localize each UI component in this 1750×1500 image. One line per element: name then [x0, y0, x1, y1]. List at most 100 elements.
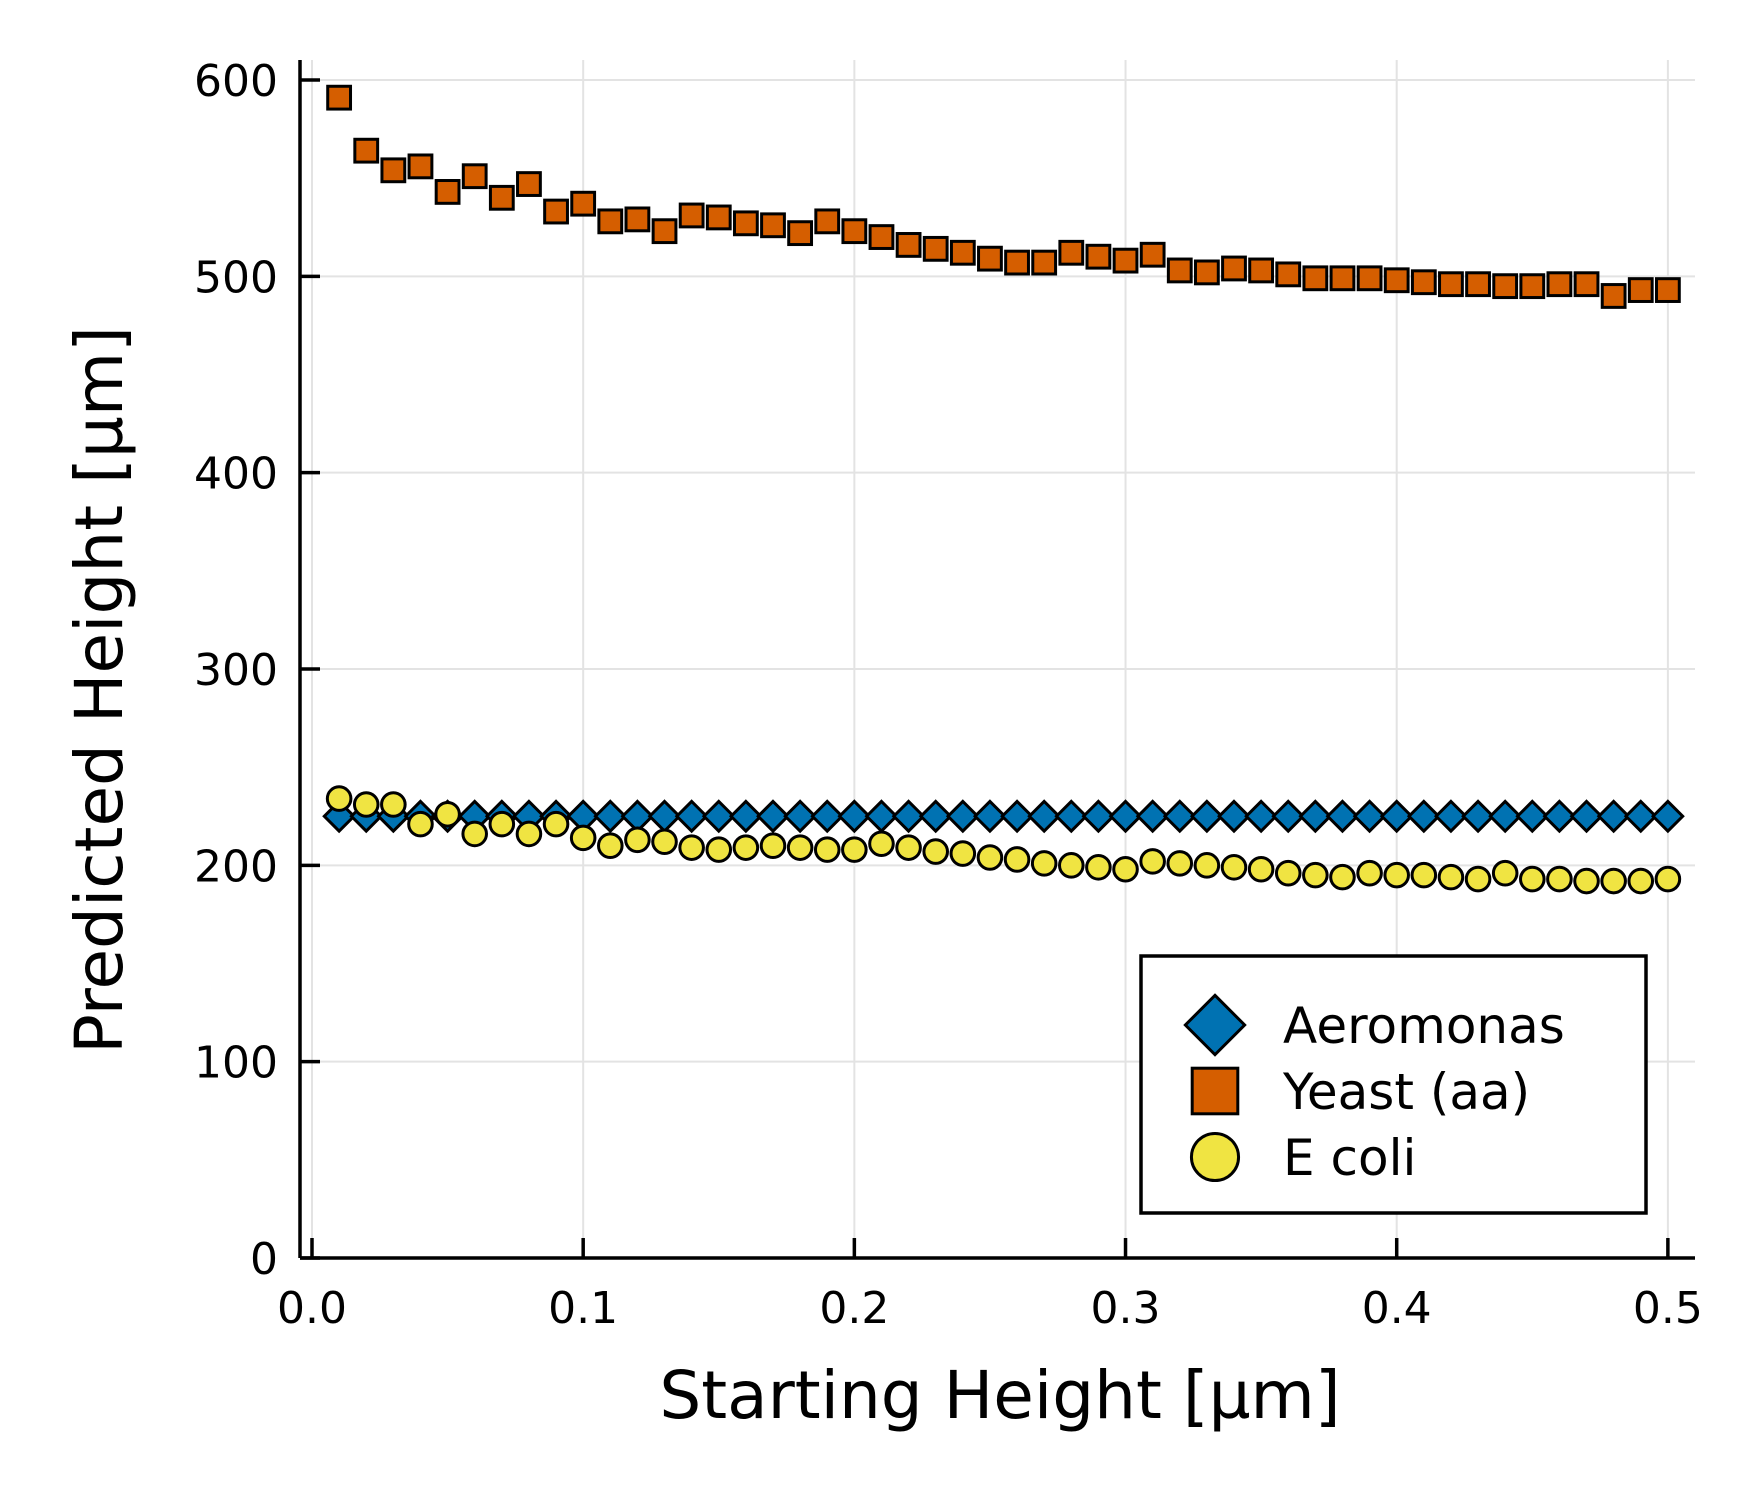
point-yeast-aa	[841, 218, 868, 245]
point-e-coli	[705, 836, 733, 863]
point-e-coli	[1491, 859, 1519, 887]
point-e-coli	[976, 844, 1004, 871]
point-aeromonas	[810, 799, 845, 834]
point-yeast-aa	[407, 153, 434, 180]
point-e-coli	[488, 810, 516, 838]
point-yeast-aa	[1627, 277, 1654, 303]
point-yeast-aa	[1465, 271, 1491, 298]
point-aeromonas	[1488, 799, 1523, 834]
point-yeast-aa	[1492, 273, 1519, 300]
y-tick-label: 300	[194, 645, 278, 696]
point-e-coli	[651, 828, 678, 856]
point-aeromonas	[1217, 799, 1251, 834]
point-aeromonas	[837, 799, 872, 834]
y-tick-label: 0	[250, 1234, 278, 1285]
point-e-coli	[1464, 865, 1492, 893]
point-aeromonas	[1379, 799, 1414, 834]
x-tick-label: 0.4	[1362, 1283, 1432, 1334]
series-e-coli	[325, 785, 1682, 895]
point-aeromonas	[322, 799, 357, 834]
axes	[298, 60, 1695, 1260]
point-e-coli	[1356, 859, 1383, 887]
grid-lines	[300, 60, 1695, 1259]
point-e-coli	[1654, 865, 1682, 893]
point-aeromonas	[1027, 799, 1062, 834]
point-e-coli	[1274, 859, 1302, 887]
data-markers	[322, 84, 1685, 895]
point-e-coli	[1600, 867, 1627, 895]
point-e-coli	[1166, 850, 1194, 877]
point-e-coli	[1329, 863, 1356, 891]
x-tick-label: 0.1	[548, 1283, 618, 1334]
point-aeromonas	[674, 799, 709, 834]
point-e-coli	[1193, 852, 1221, 879]
point-yeast-aa	[516, 171, 542, 197]
point-e-coli	[624, 826, 651, 854]
point-yeast-aa	[705, 204, 732, 231]
point-aeromonas	[1596, 799, 1631, 834]
point-yeast-aa	[787, 220, 814, 247]
point-e-coli	[515, 820, 543, 848]
point-e-coli	[678, 834, 705, 861]
legend-marker-e-coli	[1189, 1131, 1241, 1183]
point-yeast-aa	[1031, 249, 1058, 276]
point-aeromonas	[1433, 799, 1468, 834]
point-e-coli	[1085, 854, 1112, 881]
point-yeast-aa	[1302, 265, 1329, 292]
point-aeromonas	[918, 799, 953, 834]
x-tick-label: 0.3	[1091, 1283, 1161, 1334]
point-yeast-aa	[461, 163, 488, 190]
point-e-coli	[1139, 848, 1166, 875]
legend-label-yeast-aa: Yeast (aa)	[1282, 1063, 1530, 1121]
point-e-coli	[325, 785, 353, 812]
point-aeromonas	[1542, 799, 1577, 834]
point-e-coli	[1003, 846, 1031, 873]
point-yeast-aa	[1112, 247, 1139, 274]
series-yeast-aa	[326, 84, 1681, 309]
point-aeromonas	[1406, 799, 1441, 834]
point-e-coli	[922, 838, 949, 865]
point-aeromonas	[1081, 799, 1116, 834]
point-e-coli	[569, 824, 597, 852]
point-aeromonas	[1189, 799, 1224, 834]
point-e-coli	[813, 836, 841, 863]
point-e-coli	[1383, 861, 1410, 889]
point-yeast-aa	[732, 210, 759, 237]
x-axis-title: Starting Height [µm]	[659, 1357, 1340, 1434]
point-yeast-aa	[1221, 255, 1247, 282]
y-tick-label: 600	[194, 56, 278, 107]
point-e-coli	[1058, 852, 1085, 879]
point-e-coli	[542, 810, 570, 838]
point-aeromonas	[1325, 799, 1360, 834]
point-e-coli	[1627, 867, 1655, 895]
tick-labels: 0.0 0.1 0.2 0.3 0.4 0.5 0 100 200 300 400 500 600	[194, 56, 1703, 1334]
point-yeast-aa	[597, 208, 624, 235]
x-tick-label: 0.5	[1633, 1283, 1703, 1334]
point-yeast-aa	[570, 190, 597, 217]
point-e-coli	[1437, 863, 1465, 891]
point-aeromonas	[945, 799, 980, 834]
point-e-coli	[1030, 850, 1058, 877]
point-yeast-aa	[760, 212, 786, 239]
point-e-coli	[1546, 865, 1573, 893]
point-yeast-aa	[1600, 283, 1627, 309]
point-e-coli	[597, 832, 624, 859]
point-e-coli	[1302, 861, 1329, 889]
x-tick-label: 0.0	[277, 1283, 347, 1334]
legend-marker-aeromonas	[1183, 993, 1247, 1057]
point-yeast-aa	[1193, 259, 1220, 286]
legend-entry-e-coli: E coli	[1189, 1129, 1416, 1187]
point-yeast-aa	[1654, 277, 1681, 303]
point-aeromonas	[783, 799, 818, 834]
point-aeromonas	[1298, 799, 1333, 834]
y-axis-title: Predicted Height [µm]	[61, 326, 138, 1054]
legend-entry-yeast-aa: Yeast (aa)	[1190, 1063, 1530, 1121]
point-aeromonas	[1515, 799, 1550, 834]
point-yeast-aa	[868, 224, 895, 250]
point-aeromonas	[1000, 799, 1035, 834]
point-e-coli	[380, 791, 407, 818]
point-aeromonas	[1623, 799, 1658, 834]
point-e-coli	[461, 820, 488, 848]
point-aeromonas	[1108, 799, 1143, 834]
point-aeromonas	[1352, 799, 1387, 834]
